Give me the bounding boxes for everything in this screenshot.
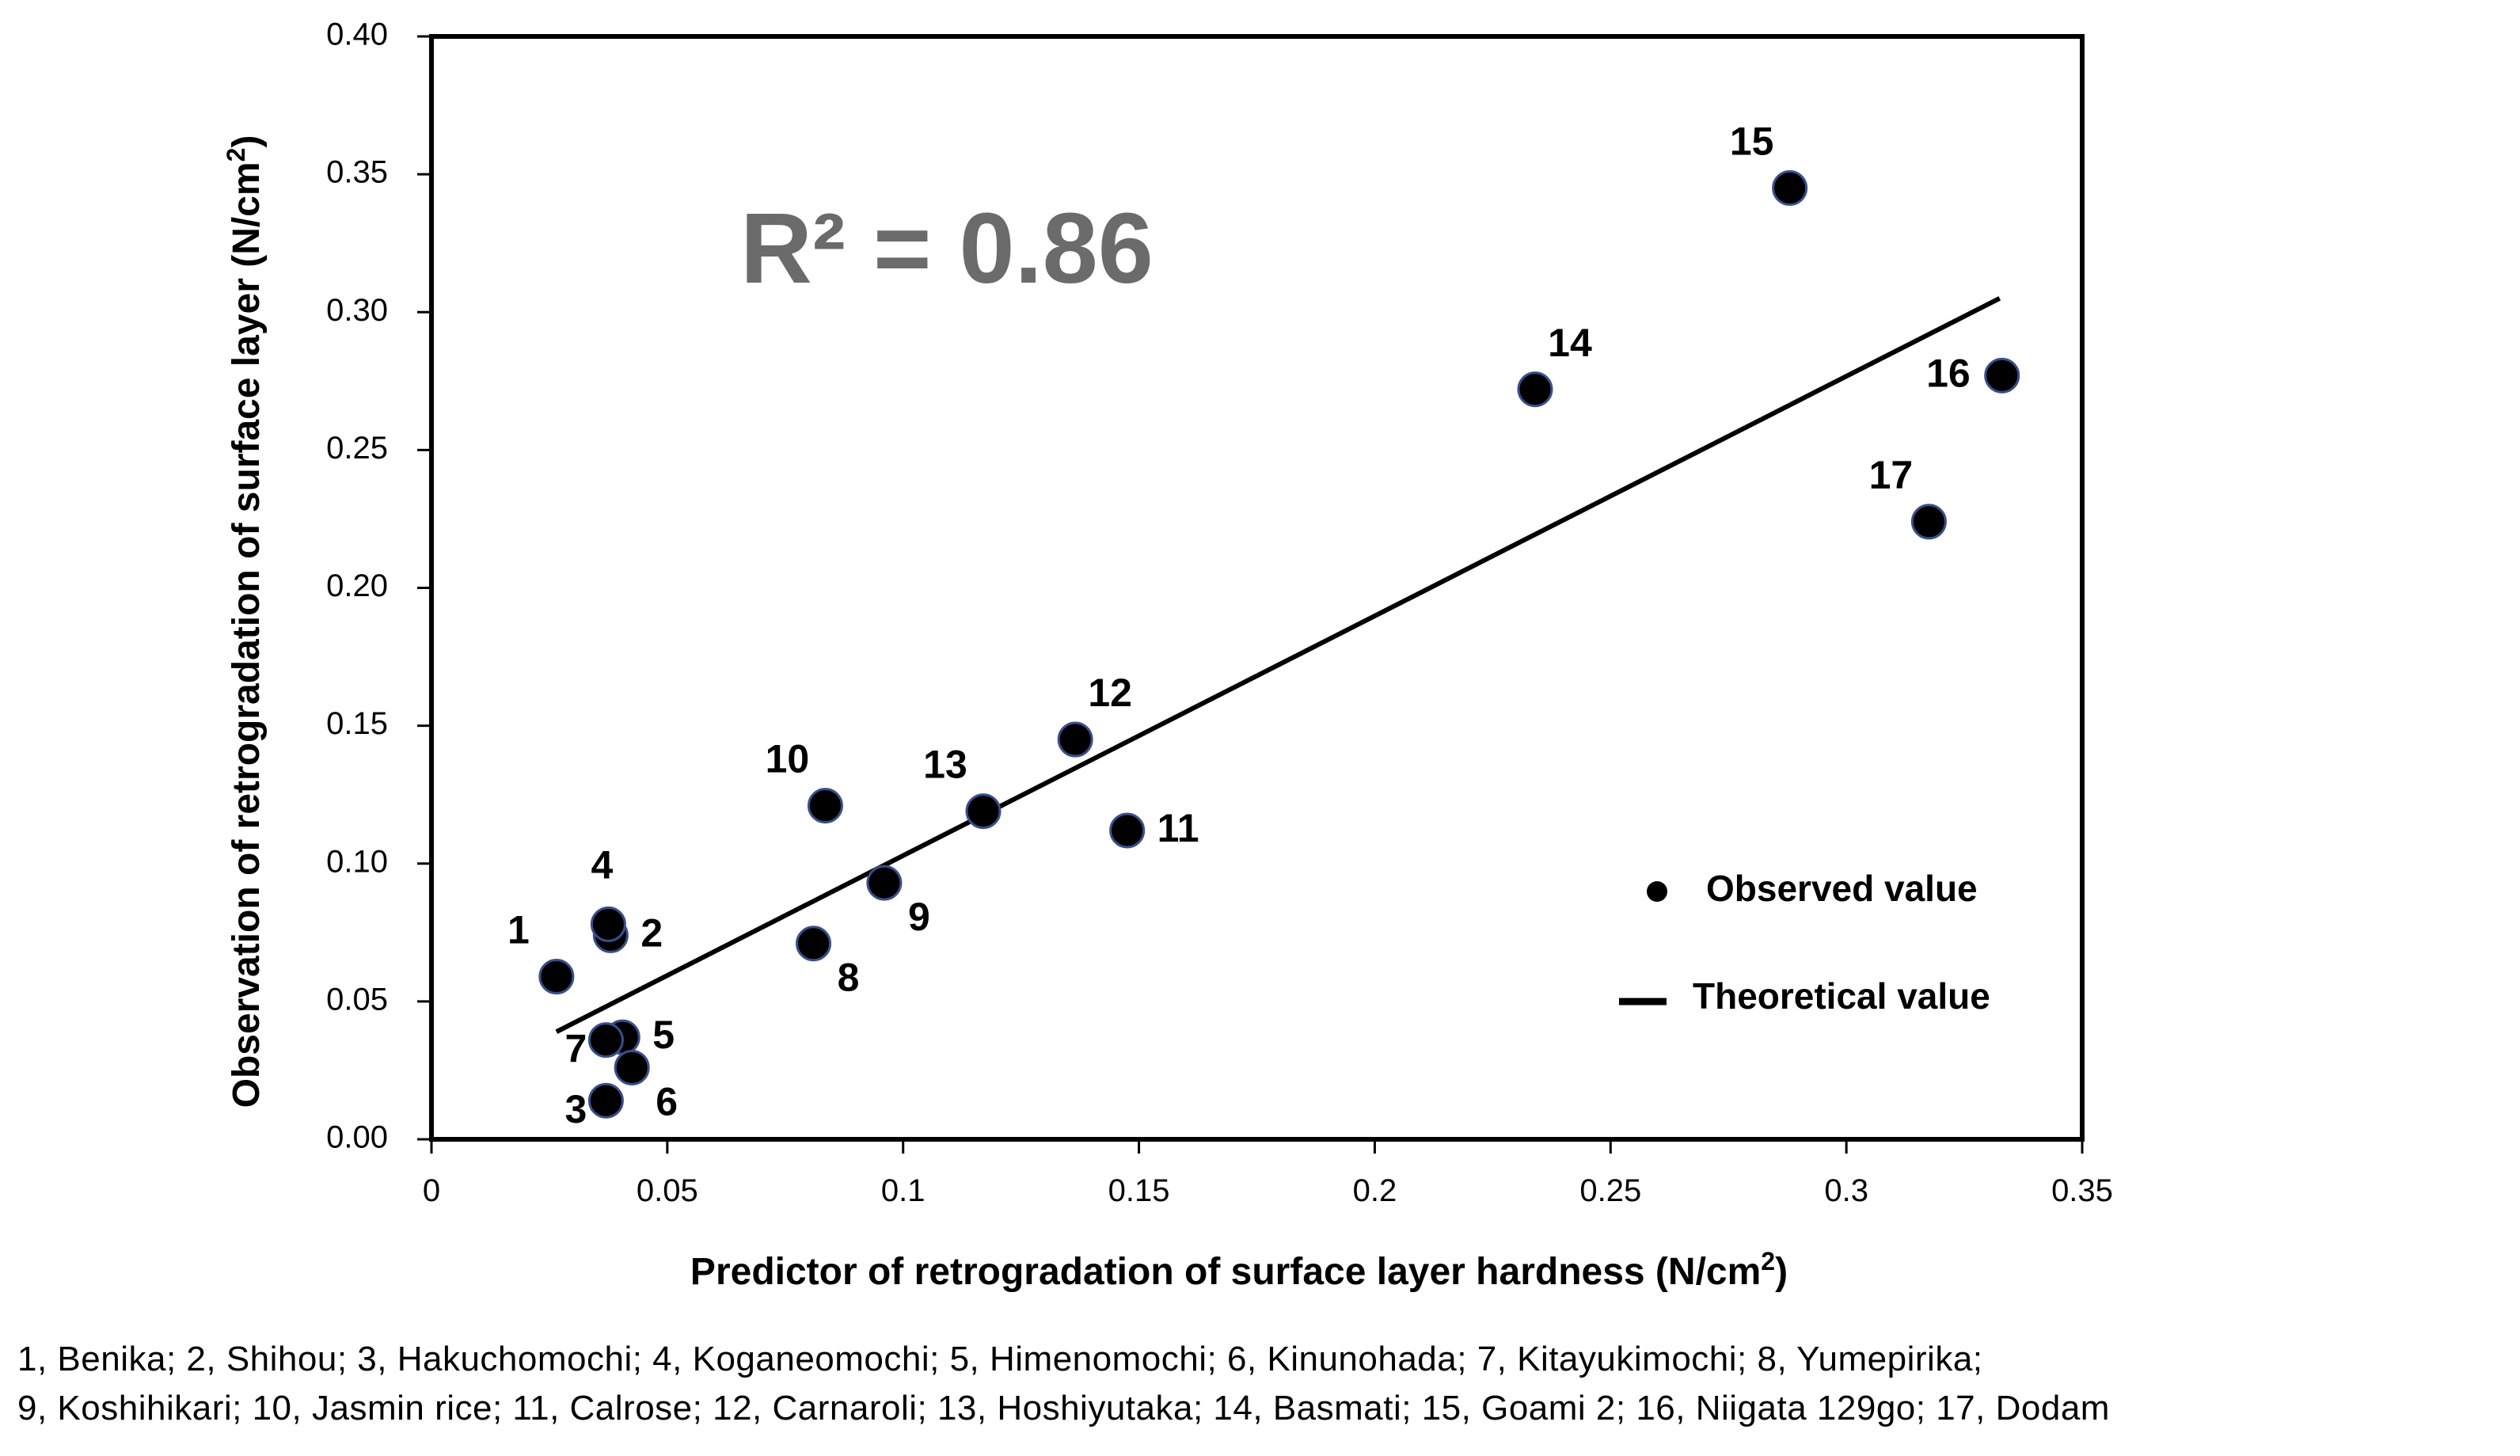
data-point-3 bbox=[587, 1082, 624, 1119]
x-tick-label: 0.35 bbox=[2051, 1173, 2113, 1208]
legend-observed-label: Observed value bbox=[1706, 868, 1978, 909]
y-axis-title: Observation of retrogradation of surface… bbox=[222, 135, 268, 1108]
data-point-17 bbox=[1910, 504, 1947, 540]
theoretical-trendline bbox=[555, 296, 2001, 1034]
scatter-chart: 0.000.050.100.150.200.250.300.350.400 0.0… bbox=[222, 17, 2113, 1293]
y-tick-label: 0.35 bbox=[326, 155, 388, 190]
data-label-9: 9 bbox=[908, 895, 930, 939]
data-point-14 bbox=[1517, 371, 1553, 408]
x-tick-label: 0.15 bbox=[1108, 1173, 1170, 1208]
data-point-10 bbox=[807, 788, 843, 824]
plot-frame bbox=[429, 34, 2085, 1142]
y-tick-label: 0.15 bbox=[326, 706, 388, 741]
data-point-4 bbox=[590, 906, 626, 942]
data-point-12 bbox=[1057, 721, 1093, 758]
data-label-10: 10 bbox=[766, 737, 810, 781]
points-group bbox=[538, 170, 2020, 1119]
data-label-15: 15 bbox=[1730, 120, 1774, 164]
data-label-12: 12 bbox=[1088, 671, 1132, 715]
y-tick-label: 0.20 bbox=[326, 568, 388, 603]
x-tick-label: 0.25 bbox=[1579, 1173, 1641, 1208]
data-label-17: 17 bbox=[1869, 453, 1914, 497]
data-label-6: 6 bbox=[656, 1079, 678, 1123]
data-point-13 bbox=[965, 793, 1002, 830]
data-label-8: 8 bbox=[838, 956, 860, 1000]
y-tick-label: 0.10 bbox=[326, 844, 388, 879]
y-tick-label: 0.30 bbox=[326, 293, 388, 328]
data-point-9 bbox=[866, 865, 903, 901]
cultivar-footnote: 1, Benika; 2, Shihou; 3, Hakuchomochi; 4… bbox=[17, 1335, 2503, 1433]
x-axis-title: Predictor of retrogradation of surface l… bbox=[690, 1247, 1788, 1293]
legend-theoretical-label: Theoretical value bbox=[1693, 975, 1990, 1017]
data-label-1: 1 bbox=[507, 908, 530, 952]
data-label-11: 11 bbox=[1157, 806, 1199, 850]
data-label-7: 7 bbox=[565, 1027, 587, 1071]
data-label-4: 4 bbox=[591, 842, 613, 887]
data-point-11 bbox=[1109, 812, 1146, 849]
footnote-line-2: 9, Koshihikari; 10, Jasmin rice; 11, Cal… bbox=[17, 1389, 2110, 1427]
axes-group: 0.000.050.100.150.200.250.300.350.400 0.0… bbox=[326, 17, 2113, 1208]
y-tick-label: 0.25 bbox=[326, 431, 388, 466]
x-tick-label: 0.05 bbox=[637, 1173, 698, 1208]
x-tick-label: 0.1 bbox=[881, 1173, 926, 1208]
data-point-6 bbox=[614, 1049, 650, 1085]
y-tick-label: 0.40 bbox=[326, 17, 388, 52]
data-point-15 bbox=[1772, 170, 1808, 207]
data-point-7 bbox=[587, 1022, 624, 1059]
y-tick-label: 0.00 bbox=[326, 1120, 388, 1155]
r-squared-annotation: R² = 0.86 bbox=[740, 192, 1154, 304]
data-point-1 bbox=[538, 959, 575, 995]
data-label-13: 13 bbox=[923, 743, 967, 787]
data-label-3: 3 bbox=[565, 1087, 587, 1131]
y-tick-label: 0.05 bbox=[326, 982, 388, 1017]
legend: Observed value Theoretical value bbox=[1619, 868, 1990, 1017]
data-label-14: 14 bbox=[1548, 321, 1592, 365]
data-point-8 bbox=[796, 926, 832, 962]
trendline-group bbox=[555, 296, 2001, 1034]
footnote-line-1: 1, Benika; 2, Shihou; 3, Hakuchomochi; 4… bbox=[17, 1340, 1983, 1378]
data-label-16: 16 bbox=[1926, 351, 1971, 395]
x-tick-label: 0.3 bbox=[1824, 1173, 1868, 1208]
data-label-5: 5 bbox=[652, 1013, 675, 1057]
x-tick-label: 0 bbox=[423, 1173, 440, 1208]
data-label-2: 2 bbox=[640, 910, 663, 955]
data-point-16 bbox=[1984, 357, 2020, 393]
x-tick-label: 0.2 bbox=[1353, 1173, 1397, 1208]
legend-observed-marker bbox=[1647, 881, 1667, 902]
